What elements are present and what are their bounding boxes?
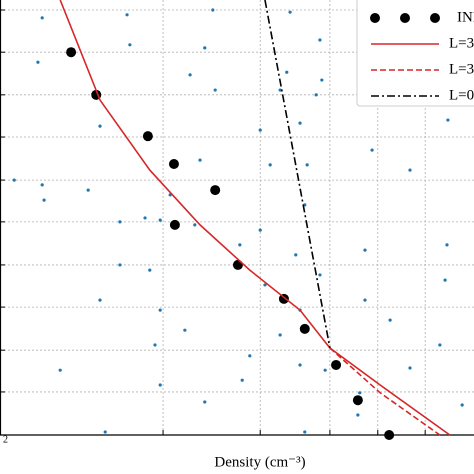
background-point — [153, 343, 157, 347]
background-point — [12, 178, 16, 182]
inms-point — [384, 430, 395, 440]
background-point — [203, 400, 207, 404]
background-point — [58, 368, 62, 372]
background-point — [356, 413, 360, 417]
background-point — [128, 43, 132, 47]
background-point — [248, 354, 252, 358]
background-point — [298, 363, 302, 367]
background-point — [238, 243, 242, 247]
background-point — [318, 38, 322, 42]
legend-box — [356, 0, 474, 107]
background-point — [148, 268, 152, 272]
background-point — [285, 70, 289, 74]
background-point — [320, 78, 324, 82]
background-point — [183, 328, 187, 332]
y-tick-fragment: 2 — [3, 434, 8, 445]
legend-marker — [400, 13, 410, 23]
background-point — [363, 248, 367, 252]
background-point — [303, 430, 307, 434]
inms-point — [169, 219, 180, 230]
background-point — [323, 368, 327, 372]
background-point — [298, 121, 302, 125]
legend-label: L=3.1× — [449, 35, 474, 51]
background-point — [443, 278, 447, 282]
inms-point — [232, 259, 243, 270]
background-point — [278, 333, 282, 337]
background-point — [408, 168, 412, 172]
background-point — [294, 253, 298, 257]
legend-label: L=0 (D — [449, 87, 474, 103]
background-point — [268, 163, 272, 167]
background-point — [263, 283, 267, 287]
x-axis-label: Density (cm⁻³) — [214, 454, 305, 470]
background-point — [42, 198, 46, 202]
background-point — [98, 298, 102, 302]
background-point — [278, 88, 282, 92]
background-point — [118, 220, 122, 224]
background-point — [318, 273, 322, 277]
background-point — [258, 128, 262, 132]
background-point — [158, 383, 162, 387]
background-point — [258, 228, 262, 232]
background-point — [388, 318, 392, 322]
background-point — [408, 366, 412, 370]
background-point — [198, 158, 202, 162]
background-point — [445, 243, 449, 247]
inms-point — [142, 131, 153, 142]
background-point — [288, 10, 292, 14]
background-point — [240, 378, 244, 382]
background-point — [358, 391, 362, 395]
background-point — [363, 298, 367, 302]
legend-label: INMS — [457, 9, 474, 25]
inms-point — [352, 395, 363, 406]
background-point — [438, 343, 442, 347]
background-point — [40, 183, 44, 187]
background-point — [193, 223, 197, 227]
background-point — [98, 124, 102, 128]
legend-marker — [430, 13, 440, 23]
background-point — [188, 73, 192, 77]
background-point — [40, 16, 44, 20]
model-curve — [264, 0, 331, 349]
model-curve — [329, 347, 441, 436]
background-point — [158, 308, 162, 312]
background-point — [36, 60, 40, 64]
inms-point — [210, 185, 221, 196]
background-point — [305, 163, 309, 167]
inms-point — [299, 323, 310, 334]
background-point — [314, 93, 318, 97]
background-point — [158, 218, 162, 222]
background-point — [125, 13, 129, 17]
background-point — [103, 430, 107, 434]
background-point — [143, 216, 147, 220]
legend-marker — [370, 13, 380, 23]
inms-point — [168, 158, 179, 169]
background-point — [211, 8, 215, 12]
background-point — [460, 403, 464, 407]
legend-label: L=3.1× — [449, 61, 474, 77]
background-point — [203, 46, 207, 50]
background-point — [118, 263, 122, 267]
background-point — [86, 188, 90, 192]
background-point — [370, 148, 374, 152]
inms-point — [66, 47, 77, 58]
inms-point — [331, 359, 342, 370]
model-curve — [59, 0, 451, 436]
background-point — [446, 118, 450, 122]
background-point — [213, 88, 217, 92]
